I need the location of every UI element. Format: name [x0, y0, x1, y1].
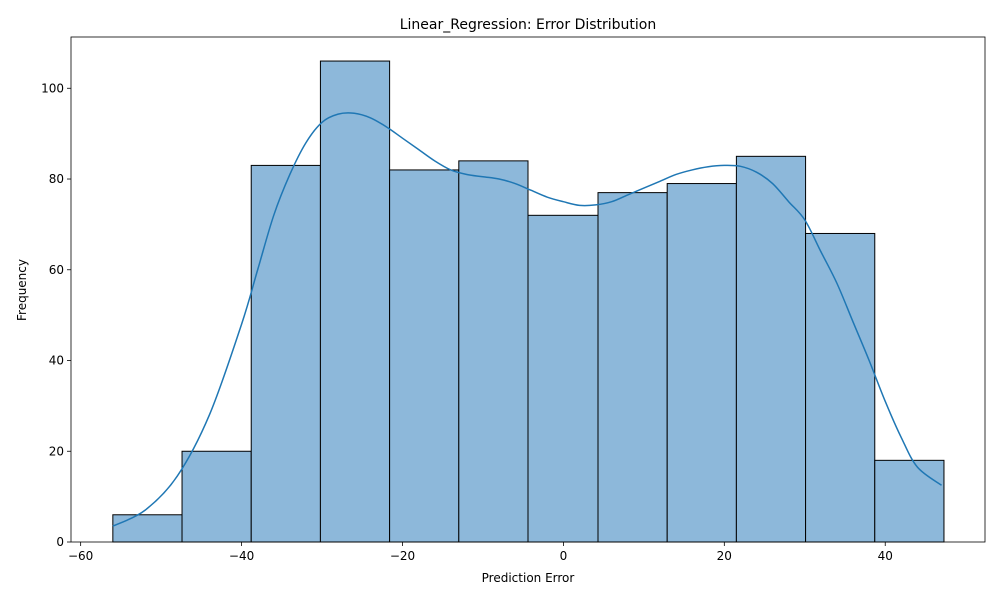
histogram-bar	[527, 214, 599, 543]
x-tick-label: −20	[390, 549, 415, 563]
x-tick-label: −60	[68, 549, 93, 563]
axes-group	[70, 36, 986, 543]
histogram-bar	[389, 169, 460, 543]
histogram-bar	[458, 160, 529, 543]
x-axis-label: Prediction Error	[482, 571, 575, 585]
histogram-bar	[874, 459, 945, 543]
chart-title: Linear_Regression: Error Distribution	[400, 17, 657, 33]
x-tick-label: 20	[717, 549, 732, 563]
histogram-bar	[250, 164, 321, 543]
x-tick-label: 0	[560, 549, 568, 563]
histogram-bar	[597, 192, 668, 543]
kde-line	[112, 112, 943, 527]
y-tick-label: 0	[56, 535, 64, 549]
y-tick-label: 100	[41, 81, 64, 95]
y-tick-label: 40	[49, 354, 64, 368]
y-tick-label: 80	[49, 172, 64, 186]
y-tick-label: 20	[49, 444, 64, 458]
plot-frame	[70, 36, 986, 543]
y-ticks-group: 0 20 40 60 80 100	[41, 81, 71, 549]
histogram-bar	[319, 60, 391, 543]
histogram-bar	[181, 450, 252, 543]
bars-group	[112, 60, 945, 543]
y-axis-label: Frequency	[15, 259, 29, 321]
kde-group	[112, 112, 943, 527]
histogram-bar	[666, 183, 737, 543]
x-ticks-group: −60 −40 −20 0 20 40	[68, 542, 893, 563]
histogram-bar	[805, 232, 876, 543]
histogram-bar	[735, 155, 807, 543]
y-tick-label: 60	[49, 263, 64, 277]
x-tick-label: −40	[229, 549, 254, 563]
histogram-bar	[112, 514, 183, 543]
x-tick-label: 40	[878, 549, 893, 563]
